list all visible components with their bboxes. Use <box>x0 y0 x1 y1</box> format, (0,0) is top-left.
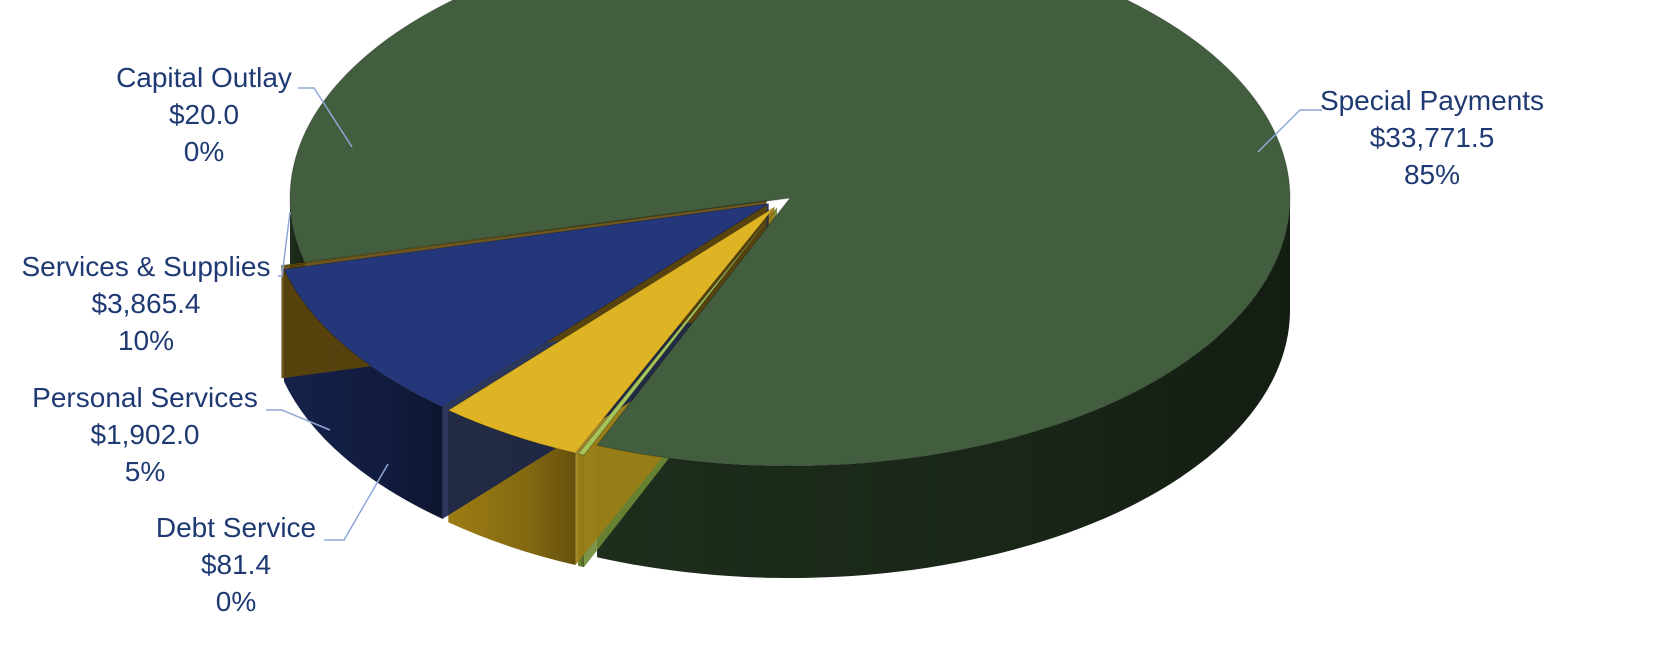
leader-line-special-payments <box>1257 109 1322 153</box>
data-label-value-special-payments: $33,771.5 <box>1370 122 1495 153</box>
data-labels: Special Payments $33,771.5 85% Debt Service… <box>21 62 1544 617</box>
pie-slice-debt-service <box>577 207 778 456</box>
data-label-name-services-and-supplies: Services & Supplies <box>21 251 270 282</box>
data-label-name-special-payments: Special Payments <box>1320 85 1544 116</box>
data-label-percent-debt-service: 0% <box>216 586 256 617</box>
data-label-percent-services-and-supplies: 10% <box>118 325 174 356</box>
data-label-value-services-and-supplies: $3,865.4 <box>92 288 201 319</box>
pie-slice-capital-outlay <box>280 200 767 267</box>
data-label-value-personal-services: $1,902.0 <box>91 419 200 450</box>
pie-tops <box>280 0 1291 467</box>
data-label-name-capital-outlay: Capital Outlay <box>116 62 292 93</box>
data-label-percent-special-payments: 85% <box>1404 159 1460 190</box>
data-label-value-debt-service: $81.4 <box>201 549 271 580</box>
pie-slice-personal-services <box>447 206 775 454</box>
leader-line-capital-outlay <box>298 87 353 148</box>
data-label-name-personal-services: Personal Services <box>32 382 258 413</box>
data-label-percent-personal-services: 5% <box>125 456 165 487</box>
data-label-value-capital-outlay: $20.0 <box>169 99 239 130</box>
pie-slice-special-payments <box>289 0 1291 467</box>
data-label-name-debt-service: Debt Service <box>156 512 316 543</box>
leader-lines <box>266 87 1322 541</box>
pie-side-shade-special-payments <box>597 198 1291 578</box>
pie-slice-services-and-supplies <box>283 203 769 408</box>
leader-line-personal-services <box>266 409 331 431</box>
leader-line-debt-service <box>324 463 389 541</box>
leader-line-services-and-supplies <box>278 211 291 277</box>
data-label-percent-capital-outlay: 0% <box>184 136 224 167</box>
